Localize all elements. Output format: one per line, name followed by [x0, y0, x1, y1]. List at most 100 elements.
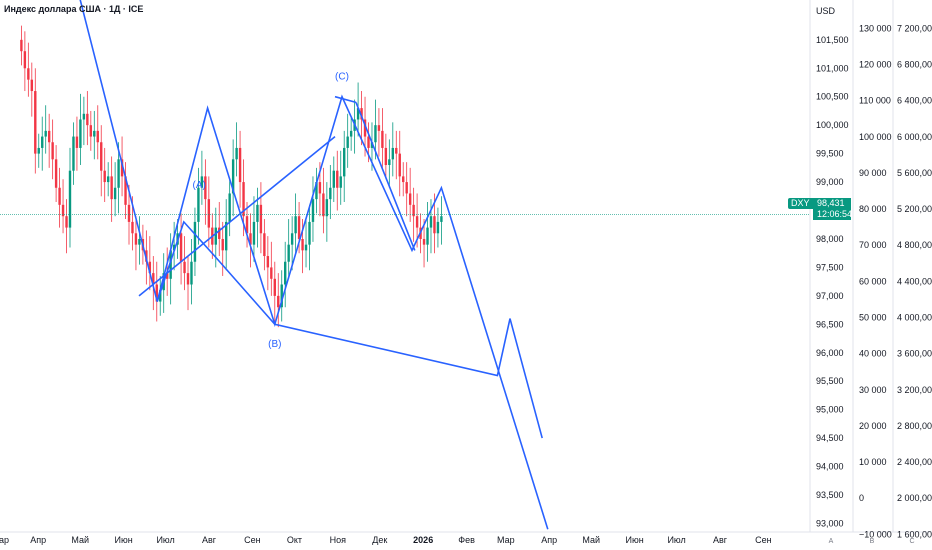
candle-body — [138, 238, 141, 245]
candle-body — [252, 221, 256, 245]
candle-body — [93, 130, 96, 137]
candle-body — [329, 187, 332, 200]
candle-body — [200, 176, 204, 188]
scale-letter-C: C — [909, 538, 914, 545]
candle-body — [398, 153, 401, 177]
candle-body — [245, 216, 249, 234]
wave-label-0: (A) — [193, 180, 206, 191]
price-tick-label: 101,500 — [816, 35, 849, 45]
scale-c-tick-label: 1 600,00 — [897, 529, 932, 539]
scale-b-tick-label: 80 000 — [859, 204, 887, 214]
time-tick-label: Мар — [497, 535, 515, 545]
candle-body — [79, 119, 82, 148]
candle-body — [381, 130, 384, 148]
scale-b-tick-label: 20 000 — [859, 421, 887, 431]
scale-b-tick-label: 40 000 — [859, 349, 887, 359]
scale-letter-B: B — [870, 538, 875, 545]
chart-title: Индекс доллара США · 1Д · ICE — [4, 4, 144, 14]
time-tick-label: Фев — [458, 535, 475, 545]
candle-body — [287, 244, 290, 262]
time-tick-label: Июн — [114, 535, 132, 545]
wave-line-3 — [334, 95, 357, 104]
candle-body — [318, 182, 322, 194]
scale-b-tick-label: 100 000 — [859, 132, 892, 142]
candle-body — [117, 159, 120, 188]
scale-b-tick-label: 0 — [859, 493, 864, 503]
scale-b-tick-label: 130 000 — [859, 23, 892, 33]
candle-body — [377, 125, 381, 131]
candle-body — [89, 125, 93, 137]
scale-c-tick-label: 7 200,00 — [897, 23, 932, 33]
candle-body — [384, 147, 388, 166]
candle-body — [51, 142, 54, 160]
scale-letter-A: A — [829, 538, 834, 545]
candle-body — [370, 142, 374, 148]
candle-body — [436, 221, 440, 234]
price-tag-price: 98,431 — [813, 198, 851, 209]
time-tick-label: Июл — [156, 535, 174, 545]
candle-body — [30, 79, 34, 92]
price-tick-label: 95,500 — [816, 376, 844, 386]
candle-body — [41, 136, 44, 148]
time-tick-label: Сен — [755, 535, 772, 545]
scale-c-tick-label: 2 000,00 — [897, 493, 932, 503]
candle-body — [20, 39, 23, 52]
wave-label-2: (C) — [335, 72, 349, 83]
candle-body — [238, 147, 242, 183]
scale-c-tick-label: 4 400,00 — [897, 276, 932, 286]
candle-body — [165, 273, 169, 279]
candle-body — [242, 182, 245, 217]
price-unit-label: USD — [816, 6, 836, 16]
time-tick-label: ар — [0, 535, 9, 545]
time-tick-label: Июл — [667, 535, 685, 545]
candle-body — [186, 273, 190, 285]
scale-c-tick-label: 2 400,00 — [897, 457, 932, 467]
scale-b-tick-label: −10 000 — [859, 529, 892, 539]
candle-body — [54, 159, 58, 188]
scale-b-tick-label: 10 000 — [859, 457, 887, 467]
candle-body — [58, 187, 61, 205]
candle-body — [297, 216, 301, 239]
candle-body — [228, 193, 231, 222]
time-axis-bg[interactable] — [0, 533, 932, 550]
wave-line-2 — [138, 135, 336, 297]
price-tick-label: 100,500 — [816, 92, 849, 102]
candle-body — [96, 130, 99, 143]
candle-body — [131, 221, 134, 234]
candle-body — [113, 187, 117, 200]
candle-body — [322, 193, 325, 217]
candle-body — [280, 284, 283, 308]
price-tick-label: 97,500 — [816, 262, 844, 272]
scale-c-tick-label: 3 600,00 — [897, 349, 932, 359]
elliott-wave-lines — [79, 0, 549, 530]
candle-body — [197, 187, 200, 222]
price-axis-bg[interactable] — [810, 0, 932, 532]
candle-body — [433, 216, 436, 234]
wave-line-4 — [355, 102, 416, 251]
candle-body — [44, 130, 47, 137]
candle-body — [68, 170, 72, 228]
time-tick-label: Дек — [372, 535, 387, 545]
candle-body — [65, 216, 68, 228]
time-tick-label: Май — [582, 535, 600, 545]
candle-body — [277, 295, 280, 308]
candle-body — [214, 227, 217, 245]
candle-body — [127, 204, 131, 222]
price-tick-label: 97,000 — [816, 291, 844, 301]
candle-body — [440, 216, 443, 222]
time-tick-label: Авг — [202, 535, 217, 545]
candle-body — [172, 244, 176, 251]
price-tick-label: 94,500 — [816, 433, 844, 443]
price-tag-symbol: DXY — [788, 198, 813, 209]
scale-b-tick-label: 90 000 — [859, 168, 887, 178]
scale-c-tick-label: 3 200,00 — [897, 385, 932, 395]
candle-body — [155, 284, 158, 302]
candle-body — [304, 244, 308, 251]
candle-body — [343, 147, 346, 177]
wave-label-1: (B) — [268, 339, 281, 350]
candle-body — [388, 159, 391, 166]
price-candles — [20, 25, 443, 328]
price-tick-label: 99,500 — [816, 149, 844, 159]
price-tick-label: 96,500 — [816, 319, 844, 329]
